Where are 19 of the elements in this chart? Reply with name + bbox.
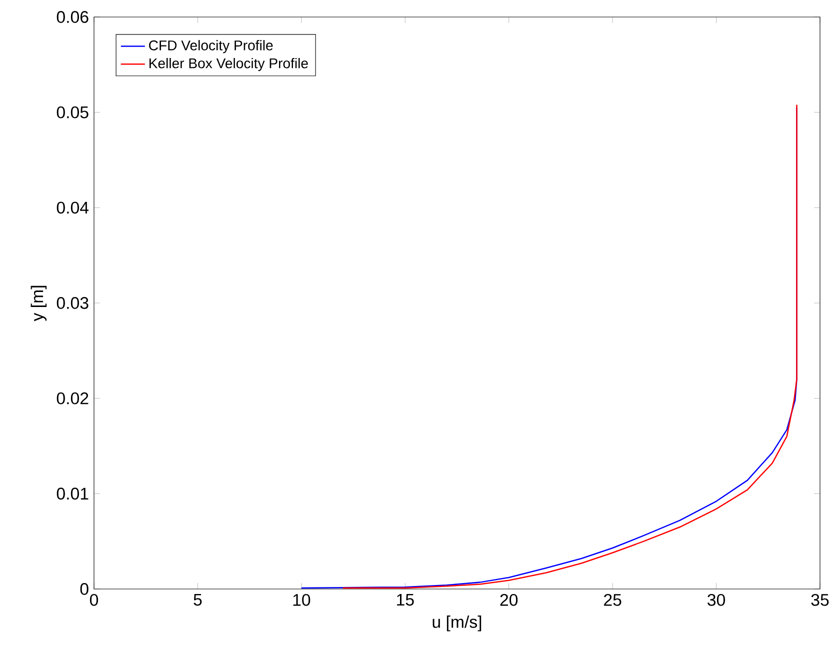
y-tick-label: 0: [80, 583, 88, 595]
x-tick-label: 35: [811, 594, 829, 606]
y-tick-label: 0.05: [56, 106, 88, 118]
y-tick-label: 0.03: [56, 297, 88, 309]
x-tick-label: 5: [194, 594, 202, 606]
y-tick-label: 0.02: [56, 392, 88, 404]
y-axis-title: y [m]: [30, 286, 47, 322]
y-tick-label: 0.06: [56, 11, 88, 23]
x-tick-label: 25: [604, 594, 622, 606]
x-tick-label: 15: [397, 594, 414, 606]
y-tick-label: 0.04: [56, 202, 89, 214]
x-tick-label: 10: [293, 594, 310, 606]
x-axis-title: u [m/s]: [432, 616, 482, 632]
x-tick-label: 0: [90, 594, 98, 606]
legend-label: Keller Box Velocity Profile: [150, 58, 308, 72]
legend-label: CFD Velocity Profile: [149, 40, 273, 54]
x-tick-label: 20: [500, 594, 518, 606]
x-tick-label: 30: [708, 594, 726, 606]
y-tick-label: 0.01: [56, 488, 88, 500]
